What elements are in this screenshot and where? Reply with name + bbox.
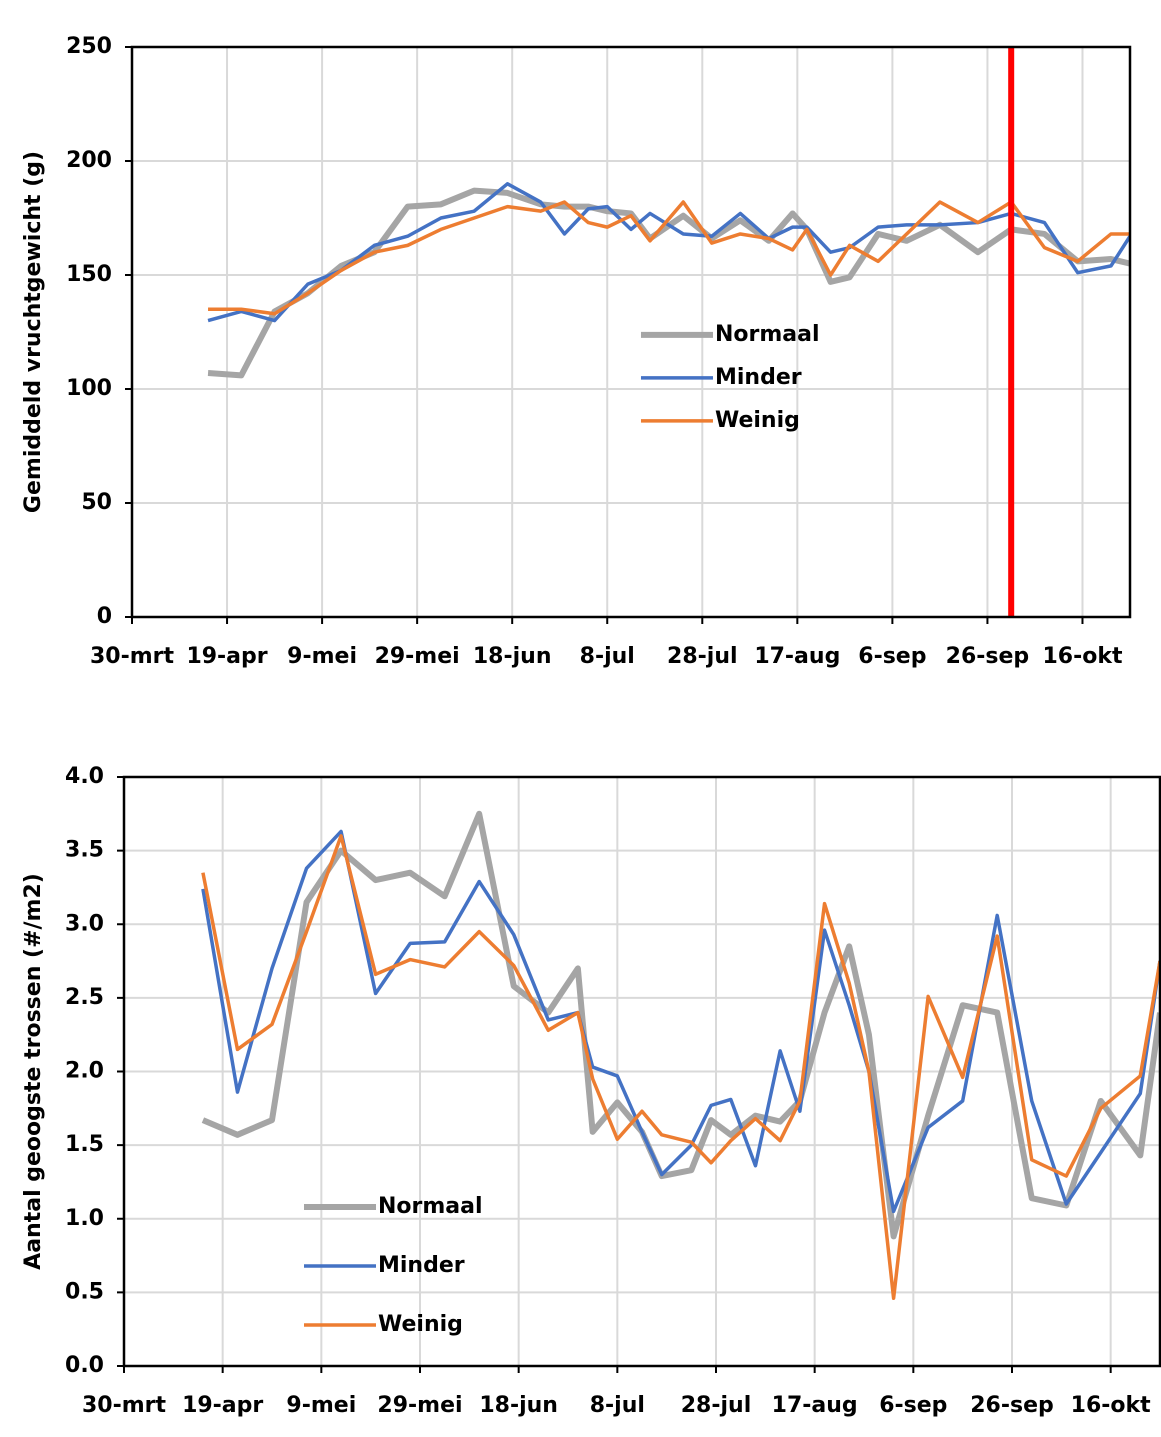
x-tick-label: 8-jul xyxy=(580,644,635,669)
legend-label: Weinig xyxy=(715,408,800,433)
x-tick-label: 28-jul xyxy=(681,1393,752,1418)
x-tick-label: 30-mrt xyxy=(82,1393,167,1418)
series-line xyxy=(201,834,1160,1301)
x-tick-label: 9-mei xyxy=(287,644,357,669)
y-tick-label: 3.5 xyxy=(65,838,104,863)
y-tick-label: 0.5 xyxy=(65,1279,104,1304)
x-tick-label: 29-mei xyxy=(375,644,460,669)
chart: 0 50 100 150 200 250 30-mrt 19-apr 9-mei 29-mei 18… xyxy=(21,34,1132,669)
y-tick-label: 200 xyxy=(66,148,112,173)
y-axis-label: Aantal geoogste trossen (#/m2) xyxy=(21,873,46,1270)
legend-label: Weinig xyxy=(378,1312,463,1337)
x-tick-label: 29-mei xyxy=(377,1393,462,1418)
x-tick-label: 30-mrt xyxy=(90,644,175,669)
x-tick-label: 16-okt xyxy=(1042,644,1122,669)
legend-label: Minder xyxy=(378,1253,465,1278)
legend-label: Normaal xyxy=(378,1194,483,1219)
y-tick-label: 50 xyxy=(81,490,112,515)
x-tick-label: 19-apr xyxy=(182,1393,263,1418)
x-tick-label: 9-mei xyxy=(286,1393,356,1418)
chart: 0.0 0.5 1.0 1.5 2.0 2.5 3.0 3.5 4.0 30-mrt 19-apr 9… xyxy=(21,764,1161,1418)
y-tick-label: 250 xyxy=(66,34,112,59)
y-tick-label: 0 xyxy=(97,604,112,629)
legend-label: Minder xyxy=(715,365,802,390)
y-tick-label: 150 xyxy=(66,262,112,287)
series-line xyxy=(207,182,1130,323)
y-tick-label: 1.0 xyxy=(65,1206,104,1231)
y-tick-label: 3.0 xyxy=(65,911,104,936)
x-tick-label: 28-jul xyxy=(667,644,738,669)
y-tick-label: 2.0 xyxy=(65,1059,104,1084)
y-tick-label: 0.0 xyxy=(65,1353,104,1378)
x-tick-label: 19-apr xyxy=(186,644,267,669)
y-tick-label: 1.5 xyxy=(65,1132,104,1157)
x-tick-label: 18-jun xyxy=(473,644,552,669)
series-line xyxy=(208,200,1130,316)
series-line xyxy=(207,187,1130,379)
x-tick-label: 17-aug xyxy=(754,644,840,669)
x-tick-label: 26-sep xyxy=(946,644,1030,669)
series-line xyxy=(201,829,1160,1214)
y-tick-label: 2.5 xyxy=(65,985,104,1010)
x-tick-label: 6-sep xyxy=(858,644,926,669)
y-axis-label: Gemiddeld vruchtgewicht (g) xyxy=(21,151,46,513)
x-tick-label: 6-sep xyxy=(879,1393,947,1418)
legend-label: Normaal xyxy=(715,322,820,347)
x-tick-label: 16-okt xyxy=(1071,1393,1151,1418)
x-tick-label: 8-jul xyxy=(590,1393,645,1418)
y-tick-label: 4.0 xyxy=(65,764,104,789)
y-tick-label: 100 xyxy=(66,376,112,401)
x-tick-label: 17-aug xyxy=(772,1393,858,1418)
plot-frame xyxy=(122,775,1161,1368)
x-tick-label: 18-jun xyxy=(479,1393,558,1418)
x-tick-label: 26-sep xyxy=(970,1393,1054,1418)
plot-frame xyxy=(130,45,1132,619)
